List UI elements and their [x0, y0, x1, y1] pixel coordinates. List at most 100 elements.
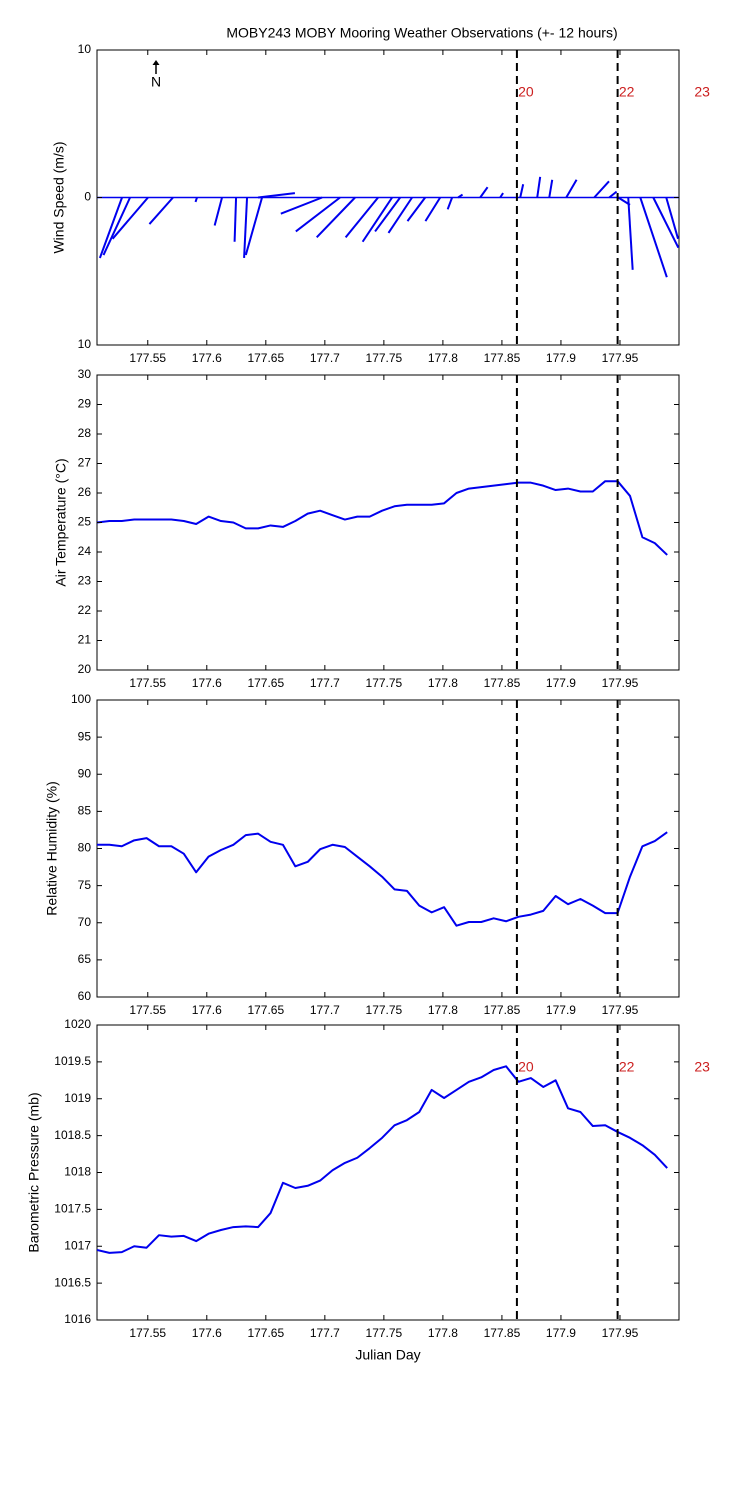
wind-stick — [406, 196, 426, 222]
wind-stick — [627, 197, 634, 270]
wind-stick — [233, 197, 238, 242]
wind-stick — [102, 197, 131, 256]
y-tick-label: 27 — [78, 456, 92, 470]
wind-stick — [593, 180, 610, 199]
y-tick-label: 10 — [78, 42, 92, 56]
y-tick-label: 65 — [78, 952, 92, 966]
y-tick-label: 28 — [78, 426, 92, 440]
y-tick-label: 26 — [78, 485, 92, 499]
x-tick-label: 177.8 — [428, 1326, 458, 1340]
north-arrow-head — [152, 60, 160, 65]
y-tick-label: 1018 — [64, 1165, 91, 1179]
y-tick-label: 80 — [78, 841, 92, 855]
wind-stick — [536, 176, 542, 198]
wind-stick — [665, 197, 679, 240]
x-tick-label: 177.6 — [192, 1326, 222, 1340]
plot-area — [96, 1024, 680, 1321]
chart-title: MOBY243 MOBY Mooring Weather Observation… — [226, 25, 617, 41]
x-tick-label: 177.7 — [310, 676, 340, 690]
y-axis-label: Barometric Pressure (mb) — [26, 1092, 42, 1252]
x-tick-label: 177.7 — [310, 1326, 340, 1340]
annotation: 20 — [518, 84, 534, 100]
wind-stick — [608, 190, 618, 199]
x-tick-label: 177.75 — [366, 676, 403, 690]
wind-stick — [257, 192, 296, 199]
y-tick-label: 1018.5 — [54, 1128, 91, 1142]
y-tick-label: 24 — [78, 544, 92, 558]
y-tick-label: 1019.5 — [54, 1054, 91, 1068]
plot — [97, 831, 668, 927]
x-tick-label: 177.85 — [484, 1326, 521, 1340]
x-tick-label: 177.75 — [366, 351, 403, 365]
x-tick-label: 177.65 — [247, 1003, 284, 1017]
x-tick-label: 177.55 — [129, 351, 166, 365]
y-axis-label: Relative Humidity (%) — [44, 781, 60, 916]
x-tick-label: 177.65 — [247, 676, 284, 690]
y-tick-label: 60 — [78, 989, 92, 1003]
wind-stick — [446, 197, 454, 210]
wind-stick — [457, 193, 464, 199]
data-line — [97, 1065, 668, 1254]
y-tick-label: 100 — [71, 692, 91, 706]
y-tick-label: 75 — [78, 878, 92, 892]
y-axis-label: Wind Speed (m/s) — [51, 141, 67, 253]
plot — [97, 176, 679, 278]
wind-stick — [344, 196, 379, 238]
x-tick-label: 177.75 — [366, 1326, 403, 1340]
north-label: N — [151, 74, 161, 90]
x-tick-label: 177.9 — [546, 1003, 576, 1017]
y-tick-label: 22 — [78, 603, 92, 617]
annotation: 23 — [694, 1059, 710, 1075]
wind-stick — [280, 196, 323, 215]
x-axis-label: Julian Day — [355, 1347, 420, 1363]
x-tick-label: 177.8 — [428, 1003, 458, 1017]
x-tick-label: 177.8 — [428, 351, 458, 365]
wind-stick — [315, 196, 356, 239]
data-line — [97, 480, 668, 556]
y-tick-label: 20 — [78, 662, 92, 676]
y-tick-label: 1019 — [64, 1091, 91, 1105]
x-tick-label: 177.7 — [310, 1003, 340, 1017]
x-tick-label: 177.85 — [484, 676, 521, 690]
wind-stick — [519, 184, 525, 198]
wind-stick — [361, 196, 393, 243]
x-tick-label: 177.6 — [192, 676, 222, 690]
y-tick-label: 10 — [78, 337, 92, 351]
annotation: 22 — [619, 1059, 635, 1075]
wind-stick — [548, 179, 554, 198]
wind-stick — [243, 197, 249, 259]
plot-area — [96, 374, 680, 671]
y-tick-label: 1016.5 — [54, 1275, 91, 1289]
wind-stick — [194, 197, 198, 203]
y-tick-label: 1020 — [64, 1017, 91, 1031]
wind-stick — [499, 192, 504, 199]
wind-stick — [424, 196, 442, 222]
x-tick-label: 177.7 — [310, 351, 340, 365]
wind-stick — [295, 196, 341, 233]
plot — [97, 1065, 668, 1254]
wind-stick — [148, 196, 174, 225]
x-tick-label: 177.95 — [602, 1003, 639, 1017]
x-tick-label: 177.85 — [484, 1003, 521, 1017]
y-tick-label: 1017.5 — [54, 1202, 91, 1216]
wind-stick — [374, 196, 401, 233]
y-tick-label: 25 — [78, 515, 92, 529]
wind-stick — [244, 197, 264, 256]
y-tick-label: 90 — [78, 766, 92, 780]
y-axis-label: Air Temperature (°C) — [53, 458, 69, 586]
annotation: 22 — [619, 84, 635, 100]
wind-stick — [213, 197, 223, 226]
y-tick-label: 1016 — [64, 1312, 91, 1326]
x-tick-label: 177.6 — [192, 351, 222, 365]
x-tick-label: 177.8 — [428, 676, 458, 690]
plot — [97, 480, 668, 556]
y-tick-label: 29 — [78, 397, 92, 411]
annotation: 23 — [694, 84, 710, 100]
y-tick-label: 1017 — [64, 1238, 91, 1252]
x-tick-label: 177.75 — [366, 1003, 403, 1017]
data-line — [97, 831, 668, 927]
wind-stick — [387, 196, 413, 234]
y-tick-label: 30 — [78, 367, 92, 381]
